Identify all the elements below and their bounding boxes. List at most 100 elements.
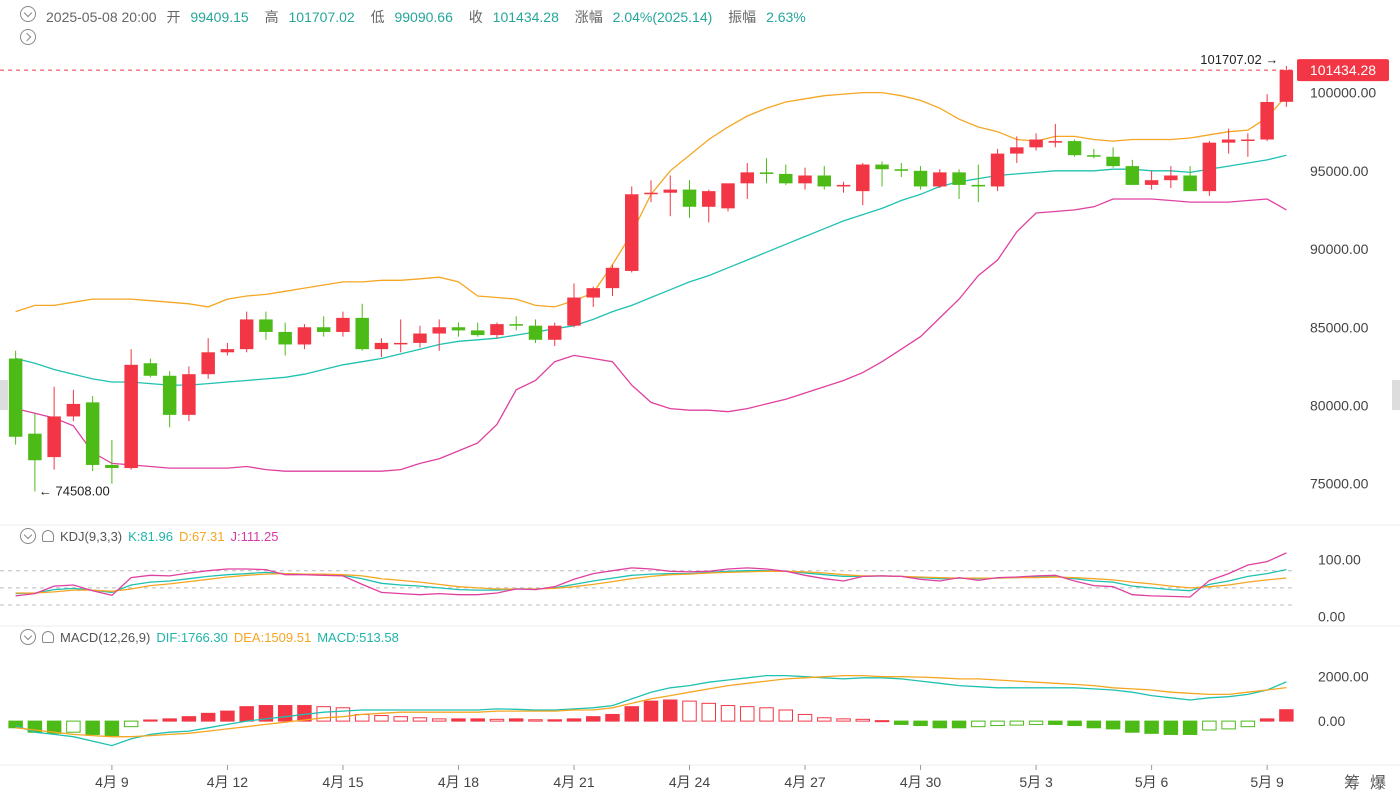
- candle: [297, 324, 312, 350]
- macd-histogram-bar: [1259, 718, 1275, 722]
- candle-body: [586, 288, 600, 298]
- candle-body: [740, 172, 755, 184]
- candle: [182, 366, 196, 422]
- x-axis-label: 4月 30: [900, 774, 941, 790]
- candle-body: [682, 189, 697, 207]
- candle: [856, 162, 870, 206]
- candle-body: [1010, 147, 1024, 154]
- candle-body: [105, 464, 119, 469]
- price-axis-label: 95000.00: [1310, 163, 1369, 179]
- candle-body: [1048, 141, 1063, 143]
- macd-dif-line: [15, 674, 1287, 747]
- candle-body: [952, 172, 966, 185]
- candle-body: [759, 172, 774, 174]
- macd-histogram-bar: [740, 706, 755, 722]
- macd-histogram-bar: [1240, 720, 1256, 728]
- candle: [1087, 148, 1101, 159]
- candle-body: [605, 267, 620, 289]
- candle-body: [1164, 175, 1178, 181]
- macd-histogram-bar: [759, 707, 774, 722]
- macd-toggle-icon[interactable]: [20, 629, 36, 645]
- open-label: 开: [166, 9, 181, 25]
- candle-body: [817, 175, 832, 187]
- candle: [278, 322, 292, 356]
- macd-dea: DEA:1509.51: [233, 629, 312, 645]
- candle-body: [432, 327, 446, 334]
- current-price-tag: [1297, 59, 1389, 82]
- candle-body: [1106, 156, 1120, 167]
- candle: [759, 158, 774, 184]
- collapse-toggle-icon[interactable]: [20, 6, 36, 27]
- bottom-tool-icon[interactable]: 爆: [1370, 773, 1386, 792]
- candle: [1144, 170, 1159, 190]
- candle: [355, 303, 369, 351]
- candle-body: [1144, 180, 1159, 185]
- candle-body: [836, 184, 851, 187]
- macd-histogram-bar: [335, 707, 351, 722]
- candle: [663, 175, 677, 217]
- kdj-j-line: [15, 552, 1287, 598]
- macd-histogram-bar: [1125, 720, 1140, 733]
- expand-toggle-icon[interactable]: [20, 29, 36, 50]
- candle: [817, 166, 832, 190]
- candle-body: [8, 358, 23, 437]
- candle: [1125, 159, 1140, 185]
- candle: [798, 167, 812, 190]
- candle: [1260, 94, 1274, 142]
- candle-body: [1202, 142, 1217, 192]
- candle: [875, 161, 889, 187]
- x-axis-label: 4月 12: [207, 774, 248, 790]
- macd-histogram-bar: [624, 706, 639, 722]
- candle-body: [374, 342, 389, 350]
- change-label: 涨幅: [574, 9, 603, 25]
- macd-histogram-bar: [1009, 720, 1025, 726]
- candle: [374, 338, 389, 357]
- candle: [1029, 133, 1043, 151]
- macd-histogram-bar: [586, 716, 601, 722]
- candle-body: [875, 164, 889, 170]
- candle: [1221, 128, 1236, 154]
- macd-histogram-bar: [797, 713, 813, 722]
- candle-body: [1241, 139, 1255, 142]
- macd-histogram-bar: [894, 720, 909, 725]
- macd-histogram-bar: [701, 702, 717, 722]
- macd-histogram-bar: [605, 713, 620, 722]
- x-axis-label: 5月 9: [1250, 774, 1284, 790]
- candle-body: [85, 402, 100, 465]
- kdj-toggle-icon[interactable]: [20, 528, 36, 544]
- macd-histogram-bar: [123, 720, 139, 728]
- candle: [1164, 166, 1178, 189]
- candle: [779, 164, 793, 185]
- bottom-tool-icon[interactable]: 筹: [1344, 773, 1360, 792]
- macd-histogram-bar: [1067, 720, 1082, 727]
- macd-dea-line: [15, 674, 1287, 738]
- candle-body: [625, 194, 639, 271]
- right-scroll-handle[interactable]: [1392, 380, 1400, 410]
- x-axis-label: 5月 6: [1135, 774, 1169, 790]
- macd-histogram-bar: [566, 718, 582, 722]
- macd-histogram-bar: [1182, 720, 1198, 735]
- macd-alert-icon[interactable]: [42, 631, 54, 643]
- left-scroll-handle[interactable]: [0, 380, 8, 410]
- kdj-alert-icon[interactable]: [42, 530, 54, 542]
- macd-histogram-bar: [200, 712, 216, 722]
- macd-axis-label: 2000.00: [1318, 669, 1369, 685]
- x-axis-label: 4月 18: [438, 774, 479, 790]
- candle: [201, 338, 215, 379]
- open-value: 99409.15: [190, 9, 249, 25]
- kdj-d: D:67.31: [178, 528, 225, 544]
- macd-histogram-bar: [855, 718, 871, 722]
- candle-body: [470, 330, 485, 336]
- close-label: 收: [468, 9, 483, 25]
- candle: [162, 371, 177, 428]
- candle-body: [182, 374, 196, 415]
- candle-body: [1221, 139, 1236, 143]
- macd-histogram-bar: [1202, 720, 1217, 731]
- datetime-label: 2025-05-08 20:00: [46, 9, 157, 25]
- candle-body: [856, 164, 870, 192]
- candle: [952, 169, 966, 199]
- candle: [528, 319, 543, 343]
- candle: [143, 358, 158, 378]
- macd-histogram-bar: [547, 719, 562, 722]
- candle: [605, 264, 620, 296]
